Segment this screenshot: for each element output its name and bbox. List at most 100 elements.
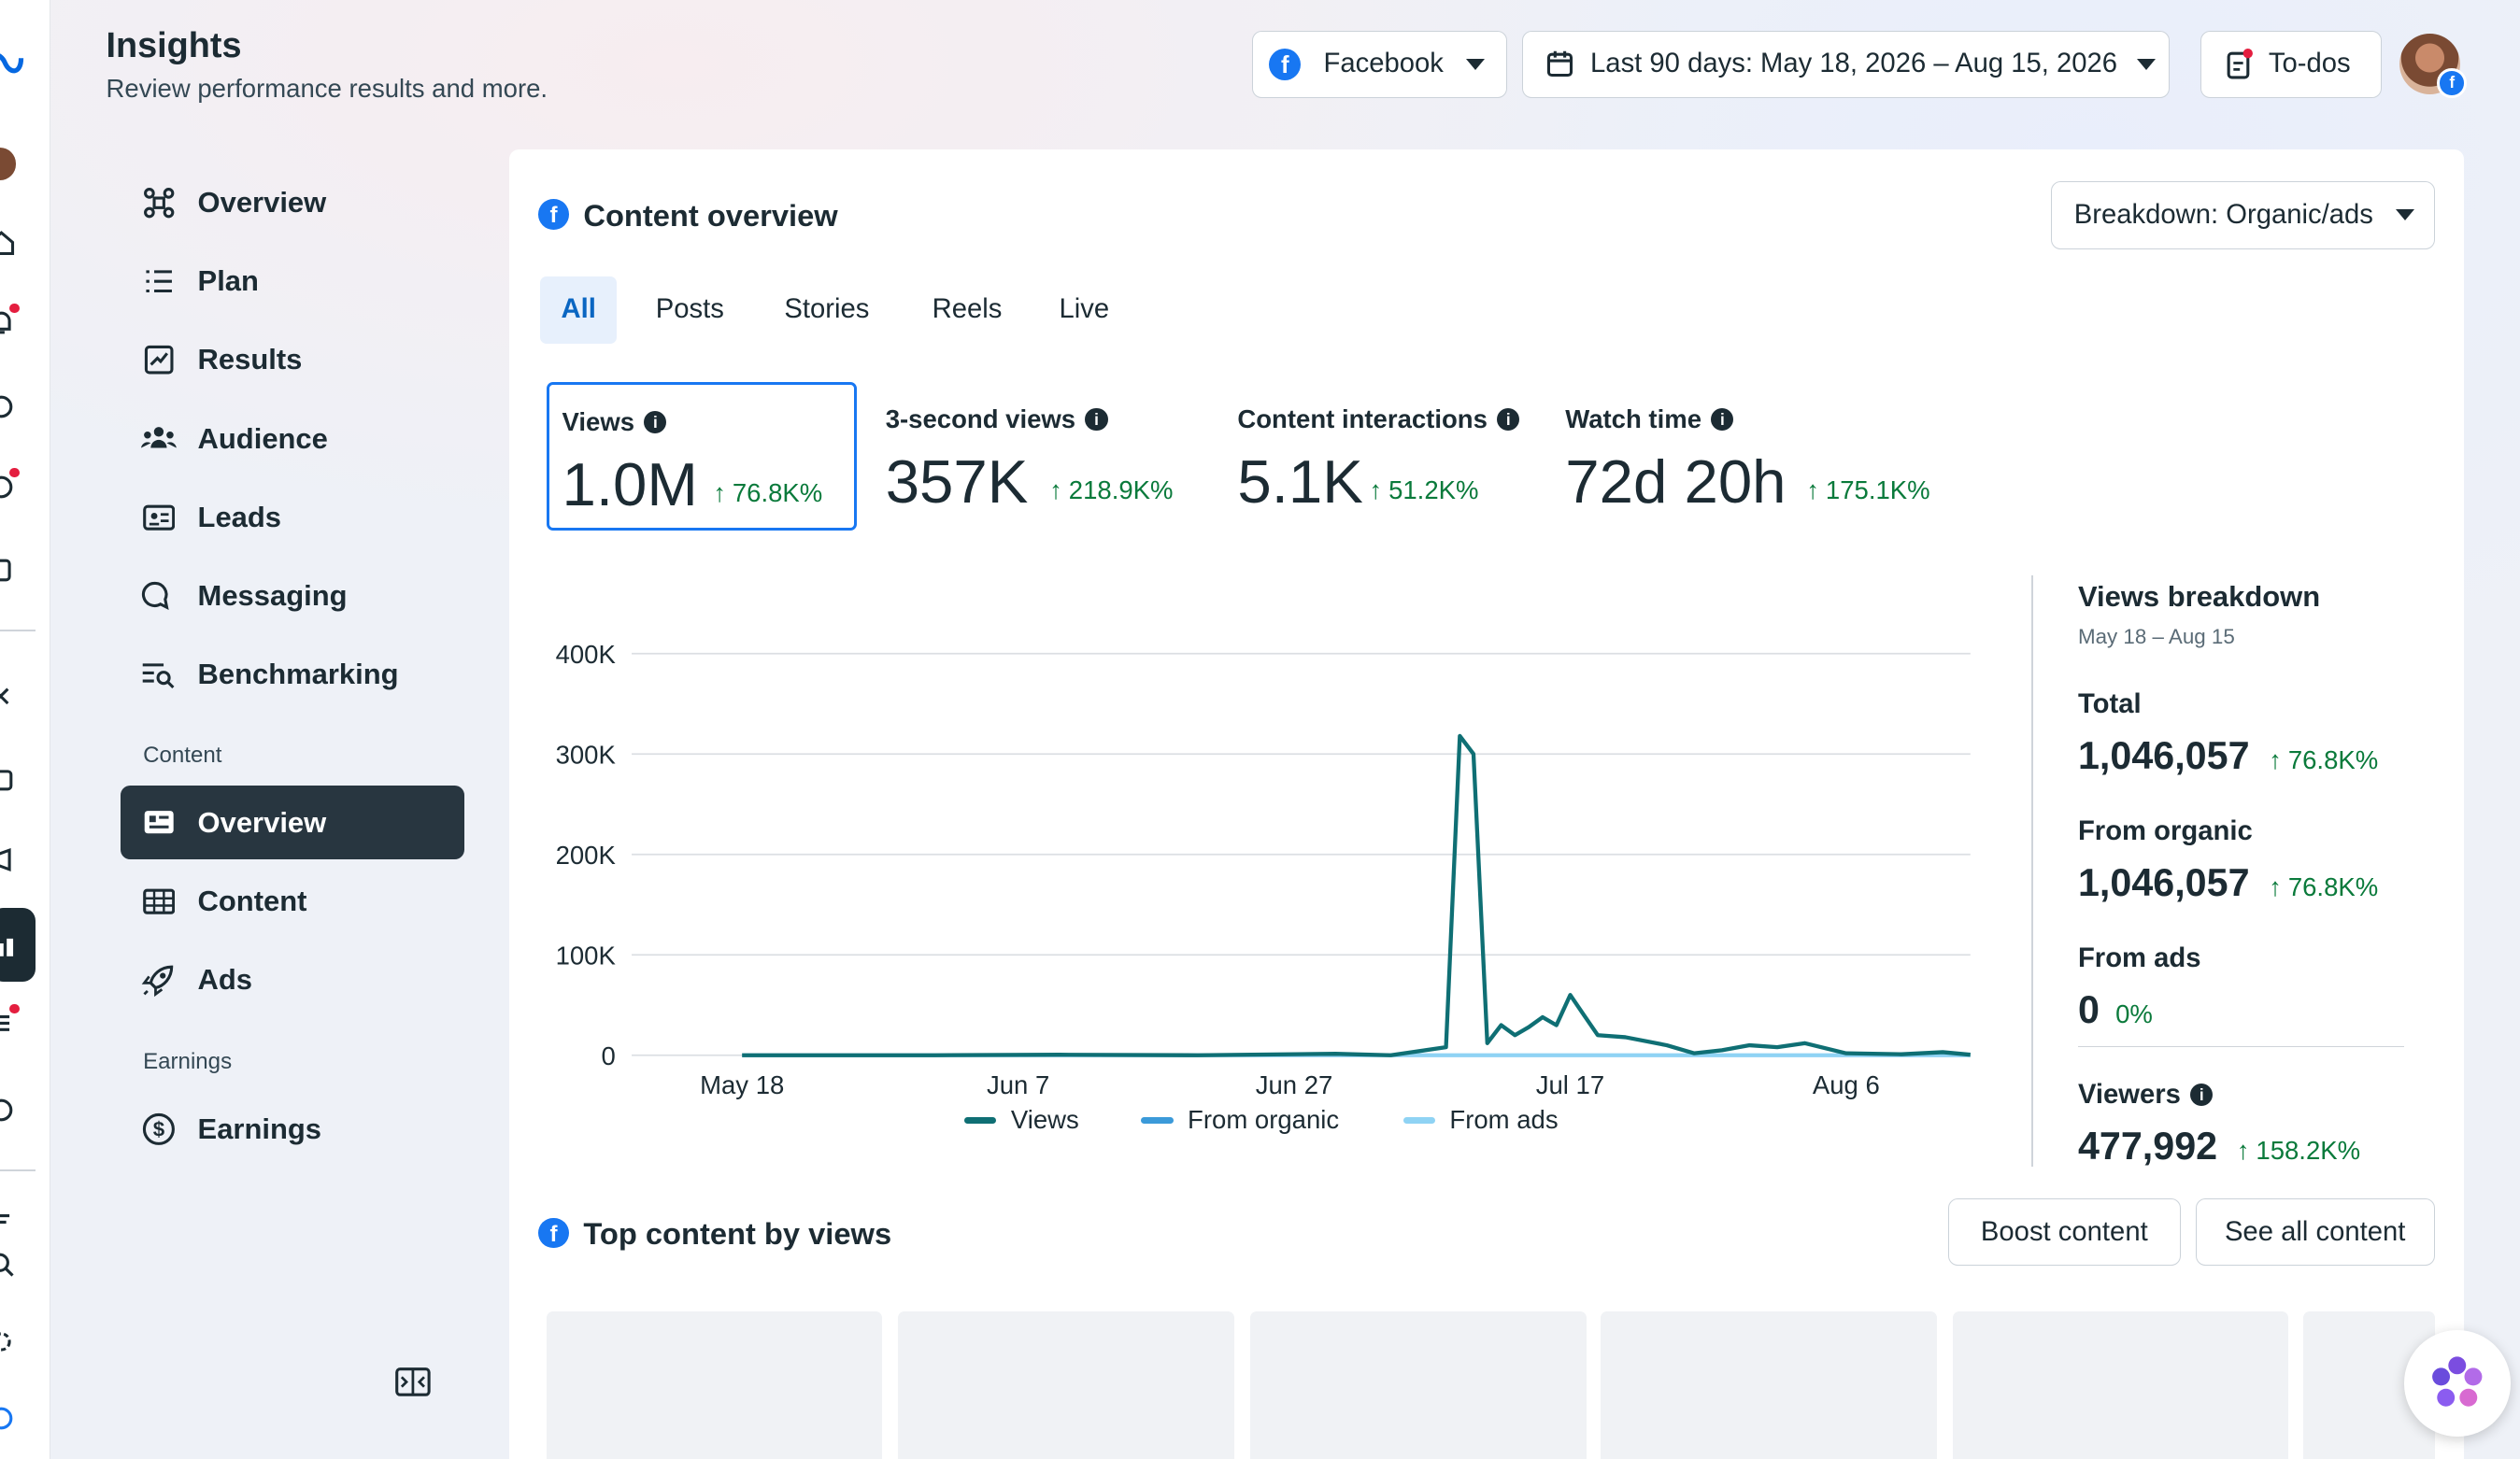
nav-item-plan[interactable]: Plan (121, 244, 464, 318)
tab-stories[interactable]: Stories (784, 294, 870, 325)
table-icon (141, 884, 177, 919)
content-thumbnail[interactable] (1952, 1310, 2289, 1459)
breakdown-total-label: Total (2077, 688, 2142, 719)
metric-label-row: Content interactions i (1237, 404, 1520, 434)
chevron-down-icon (2136, 58, 2156, 70)
tab-live[interactable]: Live (1059, 294, 1110, 325)
meta-logo-icon[interactable] (0, 42, 26, 84)
content-thumbnail[interactable] (898, 1310, 1234, 1459)
ads-icon[interactable] (0, 845, 16, 874)
breakdown-viewers-delta: ↑ 158.2K% (2237, 1136, 2360, 1165)
breakdown-organic-label: From organic (2077, 815, 2253, 846)
page-subtitle: Review performance results and more. (106, 74, 548, 104)
nav-label: Leads (197, 500, 282, 533)
nav-section-content: Content (143, 742, 222, 768)
tab-posts[interactable]: Posts (655, 294, 724, 325)
help-icon[interactable] (0, 1404, 16, 1433)
legend-swatch-views (964, 1116, 997, 1124)
info-icon[interactable]: i (1085, 408, 1108, 432)
svg-text:$: $ (153, 1118, 165, 1141)
top-content-title: Top content by views (583, 1216, 892, 1252)
facebook-icon: f (538, 1217, 569, 1249)
menu-icon[interactable] (0, 1009, 16, 1038)
filters-icon[interactable] (0, 1208, 16, 1237)
nav-label: Results (197, 343, 303, 376)
insights-rail-button[interactable] (0, 907, 36, 982)
see-all-content-button[interactable]: See all content (2195, 1198, 2435, 1267)
breakdown-ads-label: From ads (2077, 942, 2201, 973)
profile-avatar-icon[interactable] (0, 148, 17, 180)
chat-icon[interactable] (0, 392, 16, 421)
nav-item-earnings[interactable]: $ Earnings (121, 1093, 464, 1167)
arrow-up-icon: ↑ (2269, 871, 2282, 901)
breakdown-total-delta-text: 76.8K% (2287, 745, 2379, 775)
boost-content-button[interactable]: Boost content (1947, 1198, 2182, 1267)
trend-chart-icon (141, 342, 177, 377)
platform-dropdown[interactable]: f Facebook (1251, 30, 1508, 98)
date-range-dropdown[interactable]: Last 90 days: May 18, 2026 – Aug 15, 202… (1521, 30, 2170, 98)
metric-3-second-views[interactable]: 3-second views i 357K ↑ 218.9K% (873, 382, 1210, 530)
nav-label: Messaging (197, 579, 348, 613)
y-tick-label: 200K (555, 841, 616, 870)
nav-item-audience[interactable]: Audience (121, 402, 464, 475)
messenger-icon[interactable] (0, 473, 16, 502)
notification-dot (9, 1004, 20, 1014)
todos-button[interactable]: To-dos (2200, 30, 2383, 98)
earnings-rail-icon[interactable] (0, 1096, 16, 1125)
info-icon[interactable]: i (644, 411, 667, 434)
pages-icon[interactable] (0, 556, 16, 585)
tools-icon[interactable] (0, 681, 16, 710)
nav-section-earnings: Earnings (143, 1049, 233, 1075)
chart-legend: Views (964, 1105, 1079, 1135)
nav-item-ads[interactable]: Ads (121, 943, 464, 1017)
nav-item-messaging[interactable]: Messaging (121, 560, 464, 633)
nav-item-leads[interactable]: Leads (121, 480, 464, 554)
nav-item-content[interactable]: Content (121, 864, 464, 938)
bell-icon[interactable] (0, 308, 16, 337)
breakdown-organic-delta: ↑ 76.8K% (2269, 872, 2378, 901)
metric-delta: ↑ 51.2K% (1369, 475, 1478, 505)
breakdown-ads-row: 0 0% (2078, 988, 2153, 1032)
search-icon[interactable] (0, 1250, 16, 1279)
tab-reels[interactable]: Reels (932, 294, 1003, 325)
gear-icon[interactable] (0, 1327, 16, 1356)
collapse-sidebar-icon[interactable] (395, 1367, 431, 1396)
assistant-button[interactable] (2404, 1330, 2511, 1437)
content-thumbnail[interactable] (1250, 1310, 1587, 1459)
rail-divider (0, 1169, 36, 1171)
chart-legend: From organic (1141, 1105, 1339, 1135)
nav-item-content-overview[interactable]: Overview (121, 786, 465, 860)
metric-views[interactable]: Views i 1.0M ↑ 76.8K% (546, 382, 857, 531)
y-tick-label: 400K (555, 640, 616, 669)
home-icon[interactable] (0, 228, 16, 257)
metric-watch-time[interactable]: Watch time i 72d 20h ↑ 175.1K% (1553, 382, 1971, 530)
nav-item-overview[interactable]: Overview (121, 165, 464, 239)
breakdown-label: Breakdown: Organic/ads (2073, 199, 2373, 230)
facebook-badge-icon: f (2437, 68, 2468, 98)
metric-content-interactions[interactable]: Content interactions i 5.1K ↑ 51.2K% (1225, 382, 1538, 530)
metric-label: Content interactions (1237, 404, 1488, 434)
content-thumbnail[interactable] (546, 1310, 883, 1459)
avatar[interactable]: f (2399, 34, 2468, 98)
content-thumbnail[interactable] (1601, 1310, 1937, 1459)
views-line-chart: 400K 300K 200K 100K 0 May 18 Jun 7 Jun 27 Jul 17… (555, 640, 1971, 1099)
calendar-icon[interactable] (0, 765, 16, 794)
info-icon[interactable]: i (1711, 408, 1734, 432)
info-icon[interactable]: i (1497, 408, 1520, 432)
metric-delta-text: 76.8K% (732, 478, 823, 508)
nav-label: Earnings (197, 1112, 321, 1146)
assistant-flower-icon (2432, 1356, 2483, 1407)
metric-value: 357K (885, 447, 1029, 517)
notification-dot (9, 467, 20, 477)
info-icon[interactable]: i (2190, 1084, 2214, 1107)
breakdown-dropdown[interactable]: Breakdown: Organic/ads (2050, 181, 2435, 249)
todos-label: To-dos (2268, 49, 2351, 79)
metric-value: 1.0M (562, 450, 698, 519)
breakdown-viewers-row: 477,992 ↑ 158.2K% (2078, 1125, 2360, 1169)
nav-item-results[interactable]: Results (121, 323, 464, 397)
tab-all[interactable]: All (539, 276, 618, 345)
nav-item-benchmarking[interactable]: Benchmarking (121, 638, 464, 712)
insights-icon (0, 938, 13, 956)
chevron-down-icon (1466, 58, 1485, 70)
